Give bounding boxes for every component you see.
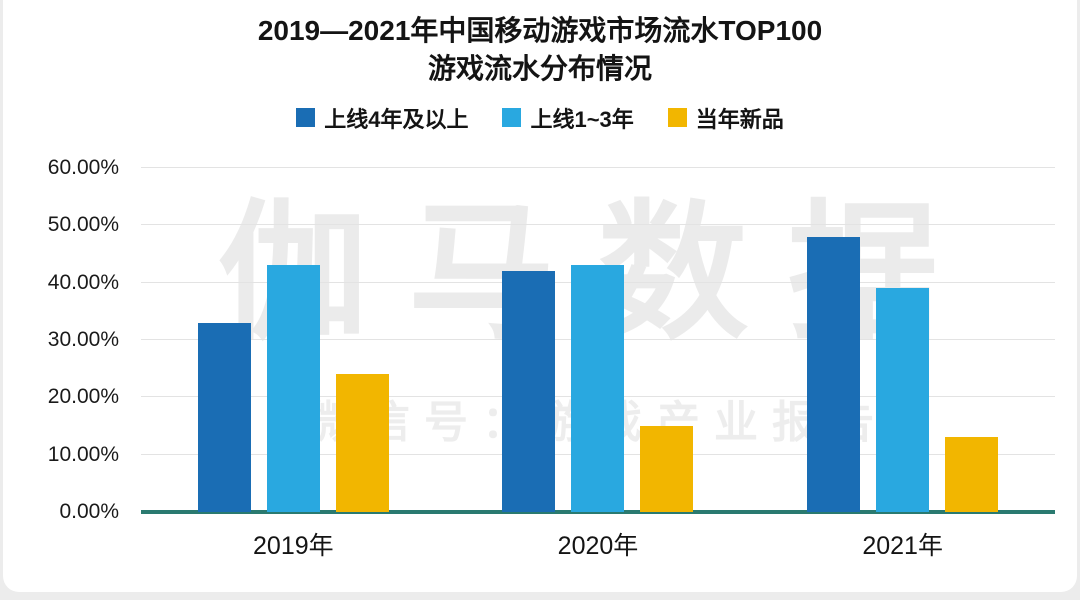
bar xyxy=(266,265,320,512)
chart-title: 2019—2021年中国移动游戏市场流水TOP100 游戏流水分布情况 xyxy=(3,0,1077,88)
x-axis-label: 2019年 xyxy=(253,532,334,560)
bar xyxy=(197,322,251,512)
bar xyxy=(640,426,694,512)
bar xyxy=(571,265,625,512)
x-axis-line xyxy=(141,510,1055,514)
legend-swatch-icon xyxy=(667,108,687,128)
x-axis-label: 2020年 xyxy=(557,532,639,560)
legend-label: 当年新品 xyxy=(695,106,784,132)
y-tick-label: 40.00% xyxy=(47,270,119,294)
chart-card: 2019—2021年中国移动游戏市场流水TOP100 游戏流水分布情况 上线4年… xyxy=(3,0,1077,592)
legend-swatch-icon xyxy=(296,108,316,128)
legend-item-2: 当年新品 xyxy=(667,102,784,134)
bars-row xyxy=(141,168,1055,512)
bar xyxy=(807,236,861,512)
chart-title-line2: 游戏流水分布情况 xyxy=(427,52,652,84)
y-tick-label: 60.00% xyxy=(47,156,119,179)
bar-group-2020年 xyxy=(502,168,694,512)
legend-item-0: 上线4年及以上 xyxy=(296,102,468,134)
legend-label: 上线4年及以上 xyxy=(324,106,469,132)
y-tick-label: 10.00% xyxy=(47,442,119,466)
gridline xyxy=(141,167,1055,168)
legend-item-1: 上线1~3年 xyxy=(502,102,634,134)
y-axis: 0.00% 10.00% 20.00% 30.00% 40.00% 50.00% 60.00… xyxy=(3,156,125,523)
x-axis-labels: 2019年 2020年 2021年 xyxy=(141,526,1055,562)
bar xyxy=(335,374,389,512)
gridline xyxy=(141,224,1055,226)
bar xyxy=(945,437,999,512)
y-tick-label: 0.00% xyxy=(59,500,119,523)
y-tick-label: 20.00% xyxy=(47,385,119,409)
y-tick-label: 30.00% xyxy=(47,328,119,351)
x-axis-label: 2021年 xyxy=(862,532,943,560)
bar-group-2021年 xyxy=(807,168,999,512)
legend-label: 上线1~3年 xyxy=(530,106,634,132)
plot-area: 伽马数据 微信号：游戏产业报告 xyxy=(141,167,1055,514)
legend-swatch-icon xyxy=(502,108,522,128)
bar-chart: 0.00% 10.00% 20.00% 30.00% 40.00% 50.00% 60.00… xyxy=(3,156,1077,592)
chart-legend: 上线4年及以上 上线1~3年 当年新品 xyxy=(3,102,1077,134)
bar-group-2019年 xyxy=(197,168,389,512)
chart-title-line1: 2019—2021年中国移动游戏市场流水TOP100 xyxy=(257,15,823,46)
bar xyxy=(502,271,556,512)
y-tick-label: 50.00% xyxy=(47,213,119,237)
bar xyxy=(876,288,930,512)
